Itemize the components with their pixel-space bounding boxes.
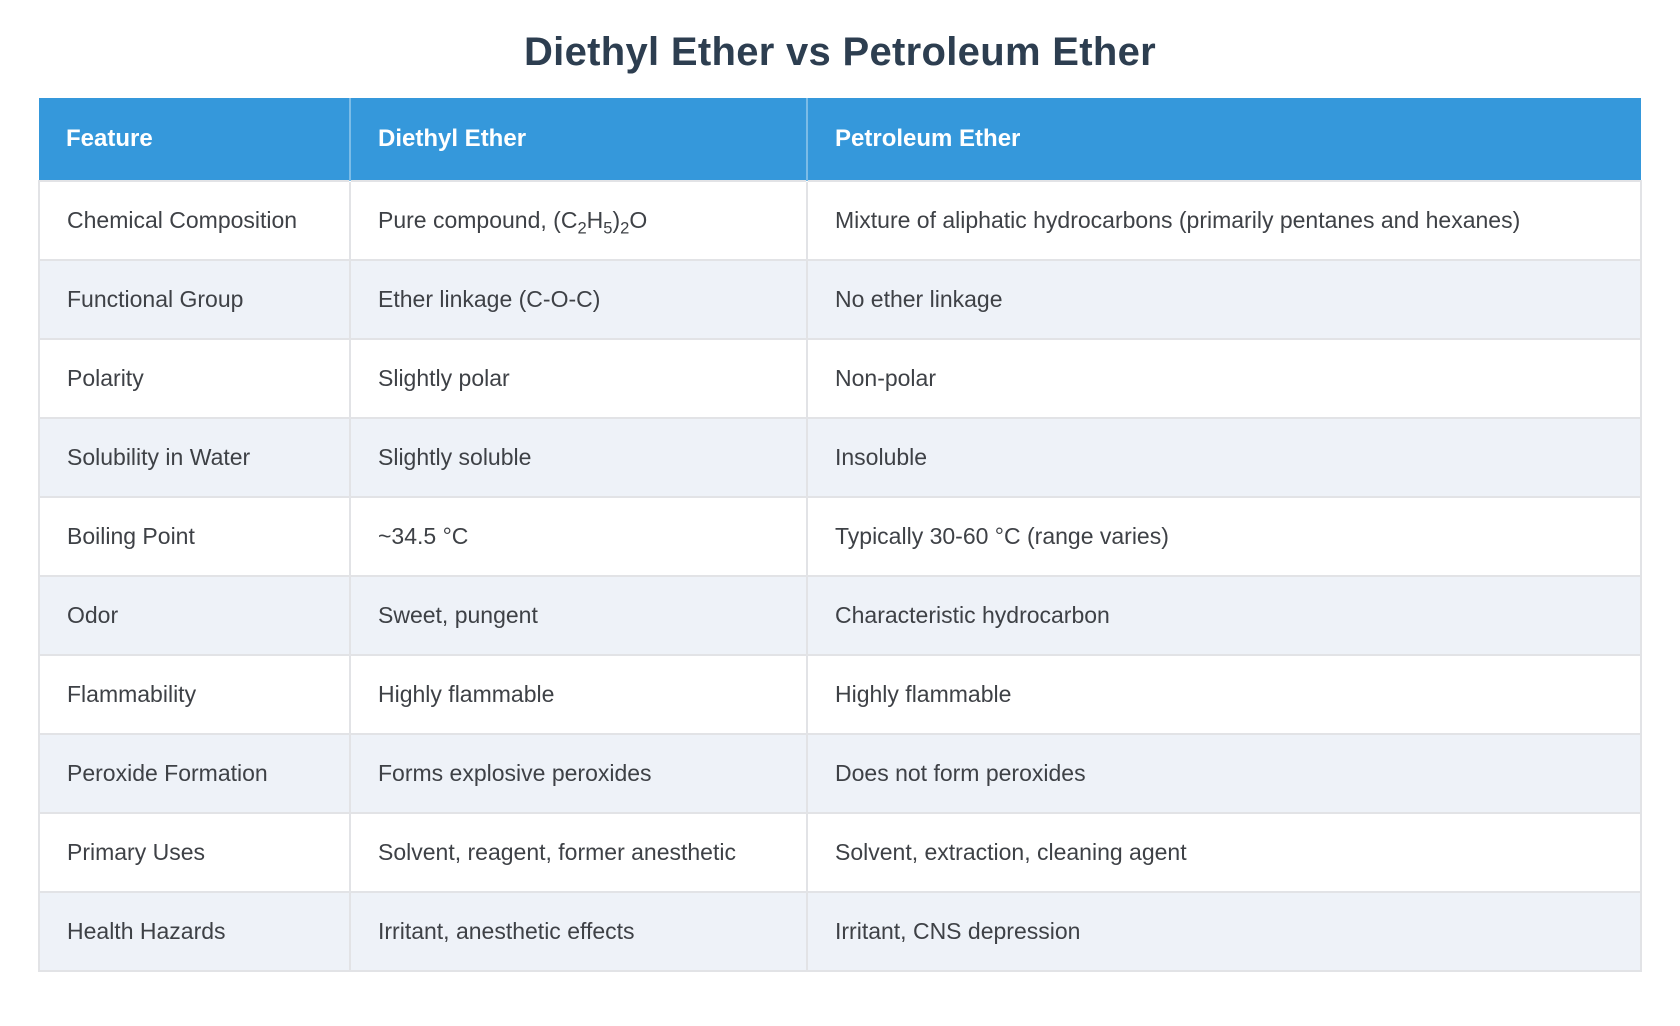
feature-cell: Solubility in Water [38, 417, 351, 498]
diethyl-ether-cell: ~34.5 °C [349, 496, 808, 577]
header-row: Feature Diethyl Ether Petroleum Ether [39, 98, 1641, 181]
diethyl-ether-cell: Solvent, reagent, former anesthetic [349, 812, 808, 893]
table-row: Peroxide Formation Forms explosive perox… [38, 733, 1642, 814]
petroleum-ether-cell: No ether linkage [806, 259, 1642, 340]
diethyl-ether-cell: Slightly polar [349, 338, 808, 419]
feature-cell: Polarity [38, 338, 351, 419]
table-body: Chemical Composition Pure compound, (C2H… [38, 180, 1642, 972]
diethyl-ether-cell: Pure compound, (C2H5)2O [349, 180, 808, 261]
diethyl-ether-cell: Highly flammable [349, 654, 808, 735]
diethyl-ether-cell: Irritant, anesthetic effects [349, 891, 808, 972]
diethyl-ether-cell: Slightly soluble [349, 417, 808, 498]
feature-cell: Flammability [38, 654, 351, 735]
table-container: Feature Diethyl Ether Petroleum Ether Ch… [0, 98, 1680, 972]
table-row: Health Hazards Irritant, anesthetic effe… [38, 891, 1642, 972]
petroleum-ether-cell: Typically 30-60 °C (range varies) [806, 496, 1642, 577]
table-row: Functional Group Ether linkage (C-O-C) N… [38, 259, 1642, 340]
feature-cell: Health Hazards [38, 891, 351, 972]
petroleum-ether-cell: Highly flammable [806, 654, 1642, 735]
petroleum-ether-cell: Irritant, CNS depression [806, 891, 1642, 972]
table-row: Flammability Highly flammable Highly fla… [38, 654, 1642, 735]
table-row: Solubility in Water Slightly soluble Ins… [38, 417, 1642, 498]
comparison-table: Feature Diethyl Ether Petroleum Ether Ch… [38, 98, 1642, 972]
page-title: Diethyl Ether vs Petroleum Ether [523, 30, 1156, 74]
petroleum-ether-cell: Non-polar [806, 338, 1642, 419]
feature-cell: Peroxide Formation [38, 733, 351, 814]
diethyl-ether-cell: Forms explosive peroxides [349, 733, 808, 814]
table-row: Chemical Composition Pure compound, (C2H… [38, 180, 1642, 261]
feature-cell: Boiling Point [38, 496, 351, 577]
table-row: Boiling Point ~34.5 °C Typically 30-60 °… [38, 496, 1642, 577]
feature-cell: Chemical Composition [38, 180, 351, 261]
table-row: Odor Sweet, pungent Characteristic hydro… [38, 575, 1642, 656]
column-header-diethyl-ether: Diethyl Ether [350, 98, 808, 181]
table-row: Polarity Slightly polar Non-polar [38, 338, 1642, 419]
petroleum-ether-cell: Mixture of aliphatic hydrocarbons (prima… [806, 180, 1642, 261]
petroleum-ether-cell: Insoluble [806, 417, 1642, 498]
diethyl-ether-cell: Ether linkage (C-O-C) [349, 259, 808, 340]
table-row: Primary Uses Solvent, reagent, former an… [38, 812, 1642, 893]
feature-cell: Primary Uses [38, 812, 351, 893]
column-header-petroleum-ether: Petroleum Ether [807, 98, 1641, 181]
feature-cell: Functional Group [38, 259, 351, 340]
petroleum-ether-cell: Does not form peroxides [806, 733, 1642, 814]
petroleum-ether-cell: Characteristic hydrocarbon [806, 575, 1642, 656]
diethyl-ether-cell: Sweet, pungent [349, 575, 808, 656]
petroleum-ether-cell: Solvent, extraction, cleaning agent [806, 812, 1642, 893]
feature-cell: Odor [38, 575, 351, 656]
table-header: Feature Diethyl Ether Petroleum Ether [39, 98, 1641, 181]
column-header-feature: Feature [39, 98, 351, 181]
